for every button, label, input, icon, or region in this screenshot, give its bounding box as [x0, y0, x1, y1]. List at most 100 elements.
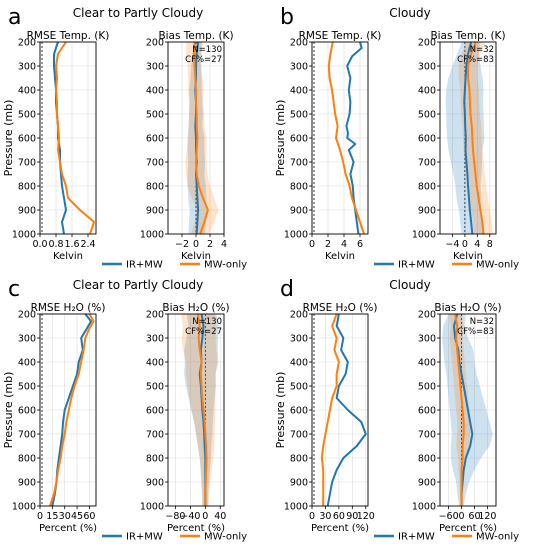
- panel-a: a Clear to Partly Cloudy Pressure (mb) 200 3…: [2, 5, 247, 271]
- series-line-ir-mw: [463, 41, 474, 235]
- y-tick-label: 300: [418, 334, 436, 345]
- panel-c: c Clear to Partly Cloudy Pressure (mb) 200 3…: [2, 277, 247, 543]
- sample-annotation: CF%=27: [185, 55, 222, 65]
- x-tick-label: 8: [487, 239, 493, 250]
- series-line-mw-only: [55, 41, 95, 235]
- sample-annotation: N=32: [470, 45, 494, 55]
- x-tick-label: 60: [468, 511, 480, 522]
- spread-band-ir-mw: [184, 314, 219, 506]
- sample-annotation: CF%=83: [457, 327, 494, 337]
- x-tick-label: 0: [309, 239, 315, 250]
- x-tick-label: −60: [439, 511, 459, 522]
- y-tick-label: 600: [146, 134, 164, 145]
- x-tick-label: 1.6: [64, 239, 79, 250]
- series-line-mw-only: [327, 41, 365, 235]
- y-tick-label: 300: [290, 334, 308, 345]
- y-tick-label: 900: [290, 478, 308, 489]
- y-tick-label: 800: [146, 182, 164, 193]
- x-tick-label: 45: [71, 511, 83, 522]
- y-tick-label: 600: [418, 406, 436, 417]
- y-tick-label: 300: [18, 334, 36, 345]
- panel-title: Clear to Partly Cloudy: [73, 278, 203, 292]
- x-tick-label: −2: [175, 239, 189, 250]
- spread-band-mw-only: [458, 42, 493, 234]
- subplot-title: Bias H₂O (%): [434, 302, 501, 314]
- y-tick-label: 800: [290, 454, 308, 465]
- y-tick-label: 200: [146, 38, 164, 49]
- y-tick-label: 900: [18, 478, 36, 489]
- x-tick-label: 90: [346, 511, 358, 522]
- sample-annotation: CF%=27: [185, 327, 222, 337]
- series-line-mw-only: [467, 41, 485, 235]
- y-tick-label: 1000: [284, 230, 308, 241]
- panel-label: d: [280, 277, 294, 302]
- y-axis-label: Pressure (mb): [2, 100, 15, 177]
- x-tick-label: 4: [341, 239, 347, 250]
- series-line-mw-only: [48, 313, 95, 507]
- x-axis-label: Kelvin: [325, 251, 355, 262]
- x-tick-label: 0.8: [48, 239, 63, 250]
- x-tick-label: 2.4: [80, 239, 95, 250]
- x-tick-label: 0: [37, 511, 43, 522]
- x-tick-label: 30: [319, 511, 331, 522]
- subplot-bias: 200 300 400 500 600 700 800 900 1000 −2 0 2 4 Bias Te…: [140, 30, 234, 262]
- y-tick-label: 1000: [140, 230, 164, 241]
- y-tick-label: 700: [418, 430, 436, 441]
- x-tick-label: 4: [474, 239, 480, 250]
- panel-title: Clear to Partly Cloudy: [73, 6, 203, 20]
- x-axis-label: Kelvin: [181, 251, 211, 262]
- y-tick-label: 500: [418, 110, 436, 121]
- legend-label-mw-only: MW-only: [476, 532, 519, 543]
- sample-annotation: N=32: [470, 317, 494, 327]
- x-tick-label: 15: [46, 511, 58, 522]
- legend-label-ir-mw: IR+MW: [398, 260, 435, 271]
- y-tick-label: 700: [146, 158, 164, 169]
- y-tick-label: 600: [290, 134, 308, 145]
- legend: IR+MW MW-only: [374, 260, 519, 271]
- sample-annotation: N=130: [192, 317, 222, 327]
- y-tick-label: 900: [290, 206, 308, 217]
- y-tick-label: 600: [418, 134, 436, 145]
- x-tick-label: 0.0: [32, 239, 47, 250]
- subplot-title: RMSE Temp. (K): [27, 30, 110, 42]
- y-tick-label: 1000: [140, 502, 164, 513]
- x-tick-label: 0: [309, 511, 315, 522]
- x-tick-label: 0: [462, 239, 468, 250]
- y-tick-label: 200: [146, 310, 164, 321]
- y-tick-label: 500: [18, 382, 36, 393]
- sample-annotation: CF%=83: [457, 55, 494, 65]
- y-tick-label: 300: [146, 62, 164, 73]
- y-tick-label: 500: [146, 110, 164, 121]
- y-tick-label: 800: [18, 182, 36, 193]
- sample-annotation: N=130: [192, 45, 222, 55]
- panel-label: b: [280, 5, 294, 30]
- y-tick-label: 500: [418, 382, 436, 393]
- y-axis-label: Pressure (mb): [274, 372, 287, 449]
- x-tick-label: 60: [83, 511, 95, 522]
- x-tick-label: 6: [357, 239, 363, 250]
- y-tick-label: 900: [146, 206, 164, 217]
- y-tick-label: 700: [18, 158, 36, 169]
- y-tick-label: 1000: [412, 230, 436, 241]
- x-tick-label: 30: [59, 511, 71, 522]
- y-tick-label: 200: [418, 310, 436, 321]
- x-tick-label: 60: [333, 511, 345, 522]
- x-tick-label: 2: [207, 239, 213, 250]
- series-line-ir-mw: [326, 313, 367, 507]
- panel-title: Cloudy: [389, 6, 430, 20]
- y-tick-label: 400: [418, 86, 436, 97]
- y-tick-label: 500: [18, 110, 36, 121]
- y-tick-label: 600: [290, 406, 308, 417]
- x-axis-label: Percent (%): [439, 523, 497, 534]
- y-tick-label: 200: [18, 38, 36, 49]
- series-line-mw-only: [196, 313, 208, 506]
- legend: IR+MW MW-only: [102, 260, 247, 271]
- legend-label-mw-only: MW-only: [476, 260, 519, 271]
- y-tick-label: 300: [290, 62, 308, 73]
